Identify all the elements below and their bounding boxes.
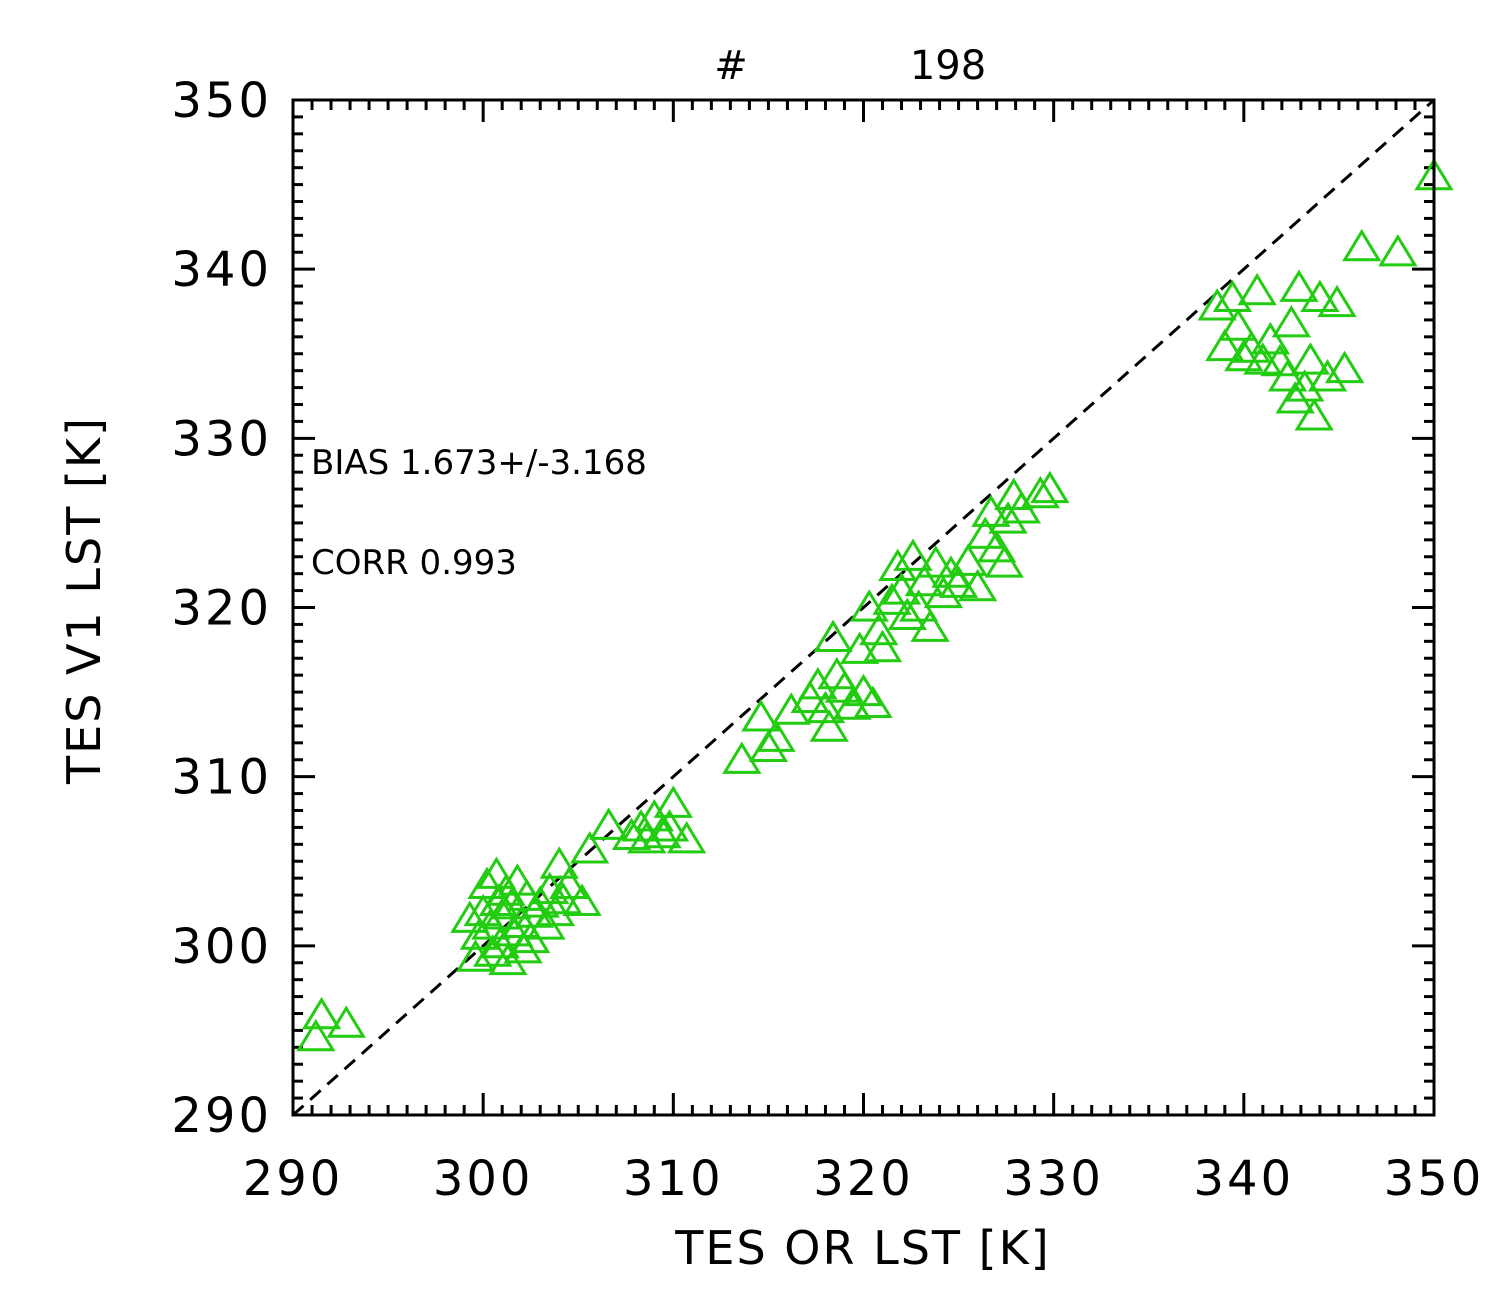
data-point-triangle (1237, 272, 1277, 306)
data-point-triangle (805, 690, 846, 724)
data-point-triangle (493, 914, 534, 947)
y-tick-label: 310 (171, 750, 272, 806)
data-point-triangle (923, 575, 964, 609)
y-tick-label: 320 (171, 581, 272, 637)
data-point-triangle (301, 996, 342, 1030)
y-axis-title: TES V1 LST [K] (57, 416, 111, 785)
y-tick-label: 300 (171, 919, 272, 975)
data-point-triangle (1378, 233, 1418, 267)
data-point-triangle (893, 538, 933, 571)
data-point-triangle (809, 709, 849, 742)
data-point-triangle (1317, 284, 1357, 318)
data-point-triangle (486, 873, 526, 906)
x-tick-label: 310 (623, 1151, 724, 1207)
x-tick-label: 330 (1003, 1151, 1104, 1207)
data-point-triangle (488, 942, 528, 976)
data-point-triangle (957, 568, 998, 602)
data-point-triangle (482, 897, 522, 930)
data-point-triangle (1250, 321, 1291, 355)
data-point-triangle (467, 866, 507, 900)
data-point-triangle (859, 612, 899, 646)
data-point-triangle (1279, 269, 1319, 302)
data-point-triangle (1300, 279, 1340, 313)
data-point-triangle (872, 582, 912, 615)
bias-annotation: BIAS 1.673+/-3.168 (311, 443, 647, 483)
data-point-triangle (853, 685, 893, 719)
data-point-triangle (611, 817, 652, 850)
data-point-triangle (562, 883, 602, 916)
data-point-triangle (938, 565, 979, 598)
y-tick-label: 330 (171, 411, 272, 467)
data-point-triangle (1290, 342, 1331, 375)
y-tick-label: 290 (171, 1088, 272, 1144)
chart-header: # 198 (714, 43, 986, 89)
data-point-triangle (497, 863, 538, 896)
data-point-triangle (1224, 338, 1264, 372)
y-tick-label: 340 (171, 242, 272, 298)
data-point-triangle (910, 609, 950, 642)
data-point-triangle (1307, 359, 1348, 392)
data-point-triangle (589, 807, 629, 840)
data-point-triangle (984, 545, 1024, 578)
data-point-triangle (916, 545, 956, 578)
data-point-triangle (840, 631, 880, 664)
data-point-triangle (473, 934, 513, 967)
data-point-triangle (1294, 398, 1334, 431)
x-axis-title: TES OR LST [K] (674, 1221, 1050, 1275)
data-point-triangle (1030, 470, 1070, 504)
data-point-triangle (1020, 475, 1061, 509)
data-point-triangle (1342, 228, 1382, 262)
x-tick-label: 350 (1384, 1151, 1485, 1207)
data-point-triangle (904, 563, 945, 597)
data-point-triangle (771, 692, 811, 725)
data-point-triangle (450, 900, 490, 933)
data-point-triangle (722, 741, 762, 774)
data-point-triangle (971, 494, 1011, 527)
data-point-triangle (666, 820, 707, 854)
data-point-triangle (988, 501, 1028, 534)
data-point-triangle (798, 667, 838, 700)
correlation-annotation: CORR 0.993 (311, 543, 517, 583)
data-point-triangle (1267, 359, 1308, 392)
y-tick-label: 350 (171, 73, 272, 129)
data-point-triangle (649, 809, 690, 842)
data-point-triangle (1271, 305, 1312, 338)
data-point-triangle (813, 619, 853, 653)
plot-frame (291, 98, 1436, 1117)
data-point-triangle (296, 1018, 336, 1052)
data-point-triangle (569, 831, 610, 864)
header-count: 198 (910, 43, 986, 89)
data-point-triangle (1324, 350, 1365, 384)
data-point-triangle (887, 597, 927, 631)
data-point-triangle (539, 846, 579, 879)
data-points (296, 157, 1454, 1052)
data-point-triangle (1197, 288, 1237, 321)
header-hash: # (714, 43, 748, 89)
data-point-triangle (1205, 328, 1245, 362)
data-point-triangle (862, 629, 903, 663)
x-tick-label: 300 (433, 1151, 534, 1207)
data-point-triangle (1275, 381, 1315, 414)
data-point-triangle (1218, 308, 1258, 341)
x-tick-label: 320 (813, 1151, 914, 1207)
x-tick-labels: 290 300 310 320 330 340 350 (243, 1151, 1485, 1207)
data-point-triangle (326, 1005, 366, 1038)
data-point-triangle (756, 719, 796, 752)
data-point-triangle (1212, 279, 1253, 313)
data-point-triangle (642, 815, 682, 849)
data-point-triangle (459, 917, 500, 950)
identity-reference-line (292, 98, 1435, 1117)
x-tick-label: 340 (1194, 1151, 1295, 1207)
x-tick-label: 290 (243, 1151, 344, 1207)
y-tick-labels: 290 300 310 320 330 340 350 (171, 73, 272, 1144)
data-point-triangle (948, 543, 988, 576)
data-point-triangle (549, 866, 589, 900)
data-point-triangle (741, 699, 781, 732)
